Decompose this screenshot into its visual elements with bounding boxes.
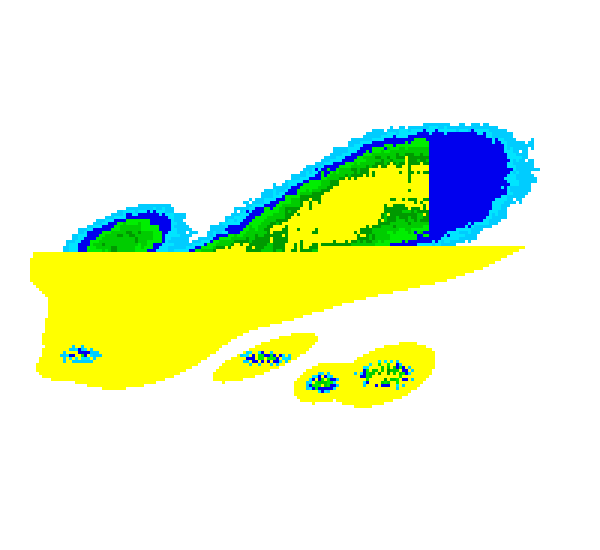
radar-echo-field [0, 0, 600, 550]
radar-reflectivity-panel [0, 0, 600, 550]
